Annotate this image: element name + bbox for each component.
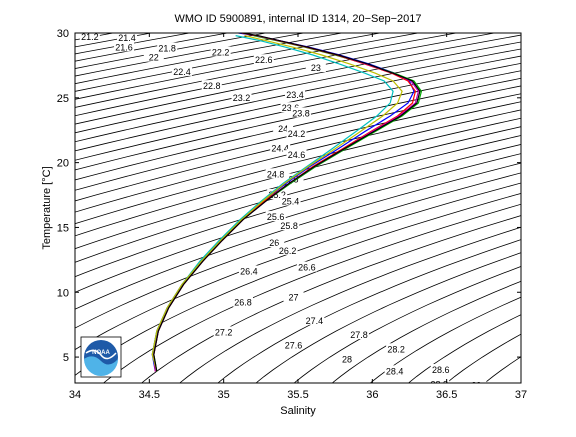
- noaa-logo: NOAA: [81, 337, 121, 377]
- y-tick-label: 30: [57, 28, 69, 40]
- noaa-logo-text: NOAA: [92, 350, 110, 356]
- contour-label: 22.2: [212, 47, 230, 57]
- x-tick-label: 36: [366, 389, 378, 401]
- y-axis-label: Temperature [°C]: [41, 166, 53, 249]
- contour-label: 24.8: [267, 169, 285, 179]
- y-tick-label: 10: [57, 287, 69, 299]
- contour-label: 22: [149, 53, 159, 63]
- contour-label: 24.2: [288, 129, 306, 139]
- contour-label: 21.6: [115, 42, 133, 52]
- contour-label: 27.2: [215, 327, 233, 337]
- x-tick-label: 36.5: [436, 389, 457, 401]
- contour-label: 27.6: [285, 340, 303, 350]
- chart-title: WMO ID 5900891, internal ID 1314, 20−Sep…: [174, 13, 421, 25]
- contour-label: 28.2: [387, 344, 405, 354]
- contour-label: 27.4: [306, 316, 324, 326]
- x-axis-label: Salinity: [280, 405, 316, 417]
- contour-label: 26.2: [279, 246, 297, 256]
- y-tick-label: 25: [57, 93, 69, 105]
- contour-label: 26.4: [240, 267, 258, 277]
- x-tick-label: 37: [515, 389, 527, 401]
- contour-label: 23: [311, 63, 321, 73]
- contour-label: 28.6: [432, 365, 450, 375]
- contour-label: 28: [342, 355, 352, 365]
- y-tick-label: 15: [57, 222, 69, 234]
- contour-label: 23.4: [286, 90, 304, 100]
- contour-label: 26.6: [298, 263, 316, 273]
- contour-label: 27: [289, 292, 299, 302]
- x-tick-label: 34: [69, 389, 81, 401]
- y-tick-label: 5: [63, 352, 69, 364]
- contour-label: 22.8: [203, 81, 221, 91]
- x-tick-label: 35: [218, 389, 230, 401]
- x-tick-label: 34.5: [139, 389, 160, 401]
- contour-label: 23.8: [292, 108, 310, 118]
- contour-label: 24.6: [288, 150, 306, 160]
- contour-label: 23.2: [233, 93, 251, 103]
- contour-label: 27.8: [350, 330, 368, 340]
- contour-label: 26.8: [234, 298, 252, 308]
- contour-label: 28.4: [386, 366, 404, 376]
- x-tick-label: 35.5: [287, 389, 308, 401]
- contour-label: 25.8: [280, 221, 298, 231]
- contour-label: 24.4: [271, 143, 289, 153]
- contour-label: 22.4: [173, 67, 191, 77]
- y-tick-label: 20: [57, 158, 69, 170]
- contour-label: 25.4: [282, 197, 300, 207]
- contour-label: 22.6: [255, 55, 273, 65]
